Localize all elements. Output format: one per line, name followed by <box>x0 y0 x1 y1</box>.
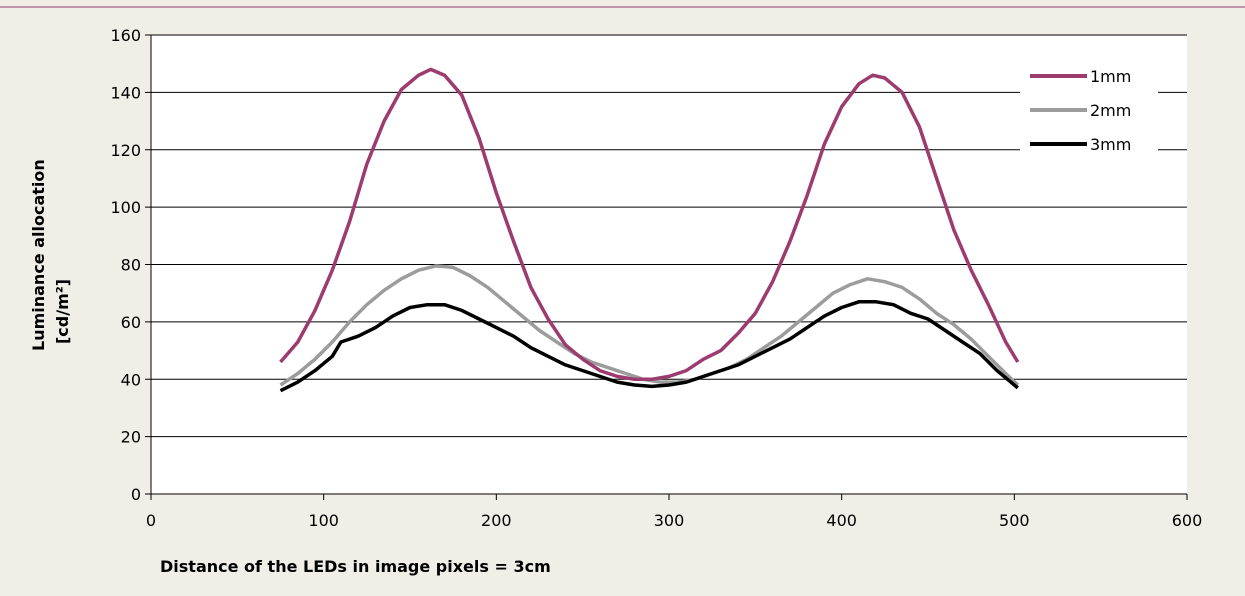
legend-item-3mm: 3mm <box>1030 135 1131 154</box>
x-tick-label-400: 400 <box>826 511 857 530</box>
legend-label-3mm: 3mm <box>1090 135 1131 154</box>
y-tick-label-80: 80 <box>121 256 141 275</box>
x-axis-ticks: 0 100 200 300 400 500 600 <box>146 494 1202 530</box>
y-axis-ticks: 0 20 40 60 80 100 120 140 160 <box>110 26 151 504</box>
y-tick-label-140: 140 <box>110 83 141 102</box>
legend-item-1mm: 1mm <box>1030 67 1131 86</box>
x-tick-label-0: 0 <box>146 511 156 530</box>
y-tick-label-60: 60 <box>121 313 141 332</box>
y-axis-title: Luminance allocation [cd/m²] <box>29 159 72 351</box>
y-tick-label-160: 160 <box>110 26 141 45</box>
x-axis-title: Distance of the LEDs in image pixels = 3… <box>160 557 551 576</box>
x-tick-label-500: 500 <box>999 511 1030 530</box>
legend-label-2mm: 2mm <box>1090 101 1131 120</box>
legend: 1mm 2mm 3mm <box>1020 62 1158 158</box>
x-tick-label-300: 300 <box>654 511 685 530</box>
y-tick-label-100: 100 <box>110 198 141 217</box>
series-lines <box>279 67 1020 393</box>
x-tick-label-600: 600 <box>1172 511 1203 530</box>
y-axis-title-line-2: [cd/m²] <box>53 279 72 344</box>
series-line-1mm <box>279 67 1020 382</box>
y-tick-label-40: 40 <box>121 370 141 389</box>
series-line-3mm <box>279 300 1019 393</box>
legend-item-2mm: 2mm <box>1030 101 1131 120</box>
legend-label-1mm: 1mm <box>1090 67 1131 86</box>
y-tick-label-120: 120 <box>110 141 141 160</box>
gridlines <box>151 34 1187 438</box>
y-tick-label-0: 0 <box>131 485 141 504</box>
y-axis-title-line-1: Luminance allocation <box>29 159 48 351</box>
x-tick-label-200: 200 <box>481 511 512 530</box>
x-tick-label-100: 100 <box>308 511 339 530</box>
y-tick-label-20: 20 <box>121 428 141 447</box>
